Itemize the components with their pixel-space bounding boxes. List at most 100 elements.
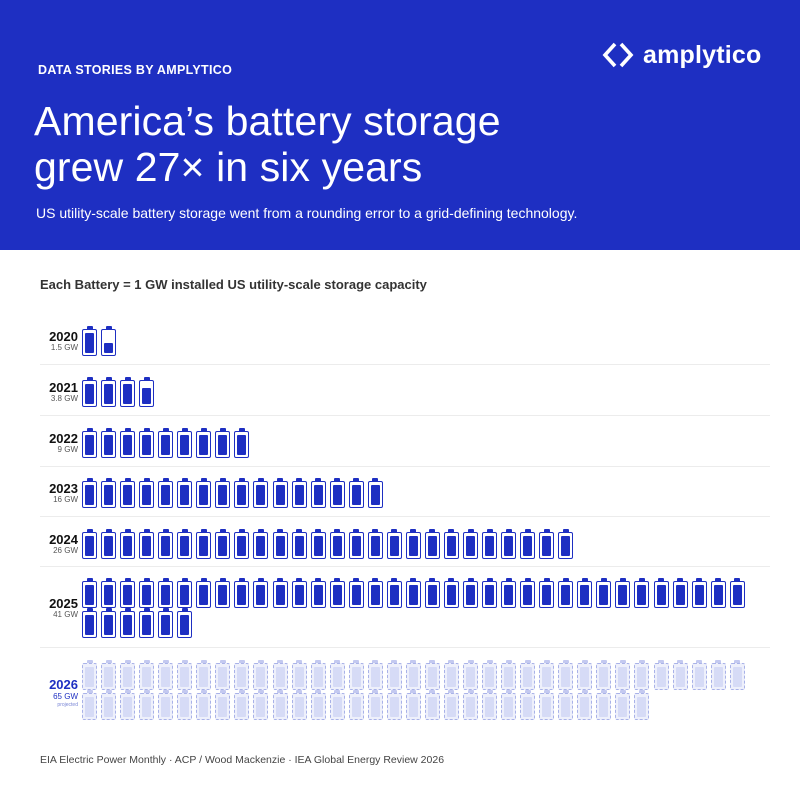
- battery-cap: [105, 660, 112, 663]
- battery-cap: [562, 690, 569, 693]
- battery-cap: [372, 690, 379, 693]
- battery-icon-2026-41: [177, 693, 193, 720]
- battery-cap: [277, 660, 283, 663]
- battery-icon-2025-35: [729, 581, 745, 608]
- battery-icon-2026-14: [329, 663, 345, 690]
- battery-cap: [257, 660, 264, 663]
- battery-cap: [86, 377, 93, 380]
- battery-cap: [162, 478, 169, 481]
- battery-fill: [123, 536, 133, 556]
- battery-icon-2026-4: [139, 663, 155, 690]
- battery-fill: [332, 667, 342, 687]
- battery-fill: [351, 697, 361, 717]
- battery-icon-2026-26: [558, 663, 574, 690]
- battery-fill: [142, 667, 152, 687]
- battery-cap: [181, 608, 188, 611]
- battery-cap: [181, 578, 188, 581]
- battery-fill: [599, 667, 609, 687]
- battery-icon-2025-18: [405, 581, 421, 608]
- battery-cap: [600, 578, 607, 581]
- battery-fill: [504, 585, 514, 605]
- battery-icon-2024-9: [234, 532, 250, 559]
- battery-fill: [370, 485, 380, 505]
- battery-fill: [123, 697, 133, 717]
- battery-cap: [619, 660, 626, 663]
- battery-cap: [410, 690, 417, 693]
- header-banner: DATA STORIES BY AMPLYTICO amplytico Amer…: [0, 0, 800, 250]
- battery-fill: [351, 485, 361, 505]
- battery-cap: [372, 660, 379, 663]
- battery-icon-2026-40: [158, 693, 174, 720]
- battery-fill: [275, 536, 285, 556]
- battery-icon-2025-23: [501, 581, 517, 608]
- battery-cap: [86, 428, 93, 431]
- battery-cap: [658, 578, 664, 581]
- battery-icon-2022-8: [215, 431, 231, 458]
- battery-cap: [124, 529, 131, 532]
- battery-icon-2026-48: [310, 693, 326, 720]
- battery-icon-2024-22: [482, 532, 498, 559]
- row-value-2025: 41 GW: [53, 609, 78, 619]
- battery-icon-2025-1: [82, 581, 97, 608]
- battery-fill: [142, 585, 152, 605]
- battery-icon-2025-27: [577, 581, 593, 608]
- battery-cap: [372, 529, 379, 532]
- battery-fill: [142, 485, 152, 505]
- battery-fill: [218, 485, 228, 505]
- battery-fill: [85, 697, 94, 717]
- battery-icon-2026-36: [82, 693, 97, 720]
- battery-cap: [619, 578, 626, 581]
- battery-fill: [694, 667, 704, 687]
- battery-fill: [237, 435, 247, 455]
- battery-cap: [238, 428, 245, 431]
- battery-icon-2024-23: [501, 532, 517, 559]
- battery-fill: [332, 697, 342, 717]
- battery-icon-2026-59: [520, 693, 536, 720]
- battery-icon-2024-17: [386, 532, 402, 559]
- battery-icon-2026-16: [367, 663, 383, 690]
- battery-cap: [296, 660, 303, 663]
- battery-icon-2026-3: [120, 663, 136, 690]
- battery-fill: [180, 585, 190, 605]
- battery-fill: [542, 667, 552, 687]
- battery-cap: [124, 690, 131, 693]
- battery-icon-2023-11: [272, 481, 288, 508]
- battery-cap: [524, 690, 531, 693]
- battery-cap: [200, 478, 207, 481]
- battery-icon-2024-11: [272, 532, 288, 559]
- battery-fill: [523, 667, 533, 687]
- row-divider: [40, 646, 770, 648]
- battery-fill: [161, 435, 171, 455]
- battery-cap: [143, 377, 150, 380]
- battery-fill: [408, 585, 418, 605]
- battery-icon-2026-10: [253, 663, 269, 690]
- battery-fill: [218, 435, 228, 455]
- battery-fill: [85, 585, 94, 605]
- battery-cap: [219, 660, 226, 663]
- battery-cap: [238, 578, 245, 581]
- battery-icon-2026-52: [386, 693, 402, 720]
- battery-fill: [408, 697, 418, 717]
- battery-fill: [104, 536, 114, 556]
- battery-cap: [162, 529, 169, 532]
- battery-cap: [734, 578, 741, 581]
- battery-cap: [257, 578, 264, 581]
- battery-fill: [275, 667, 285, 687]
- battery-cap: [86, 578, 93, 581]
- battery-icon-2025-5: [158, 581, 174, 608]
- battery-icon-2024-26: [558, 532, 574, 559]
- battery-fill: [561, 697, 571, 717]
- battery-fill: [599, 585, 609, 605]
- battery-cap: [715, 660, 722, 663]
- row-value-2020: 1.5 GW: [50, 342, 78, 352]
- battery-cap: [696, 660, 703, 663]
- brand-logo[interactable]: amplytico: [601, 38, 762, 72]
- battery-icon-2025-12: [291, 581, 307, 608]
- battery-icon-2026-53: [405, 693, 421, 720]
- battery-icon-2026-55: [443, 693, 459, 720]
- battery-cap: [677, 660, 684, 663]
- battery-icon-2026-34: [710, 663, 726, 690]
- row-value-2022: 9 GW: [57, 444, 78, 454]
- battery-icon-2025-6: [177, 581, 193, 608]
- battery-cap: [257, 478, 264, 481]
